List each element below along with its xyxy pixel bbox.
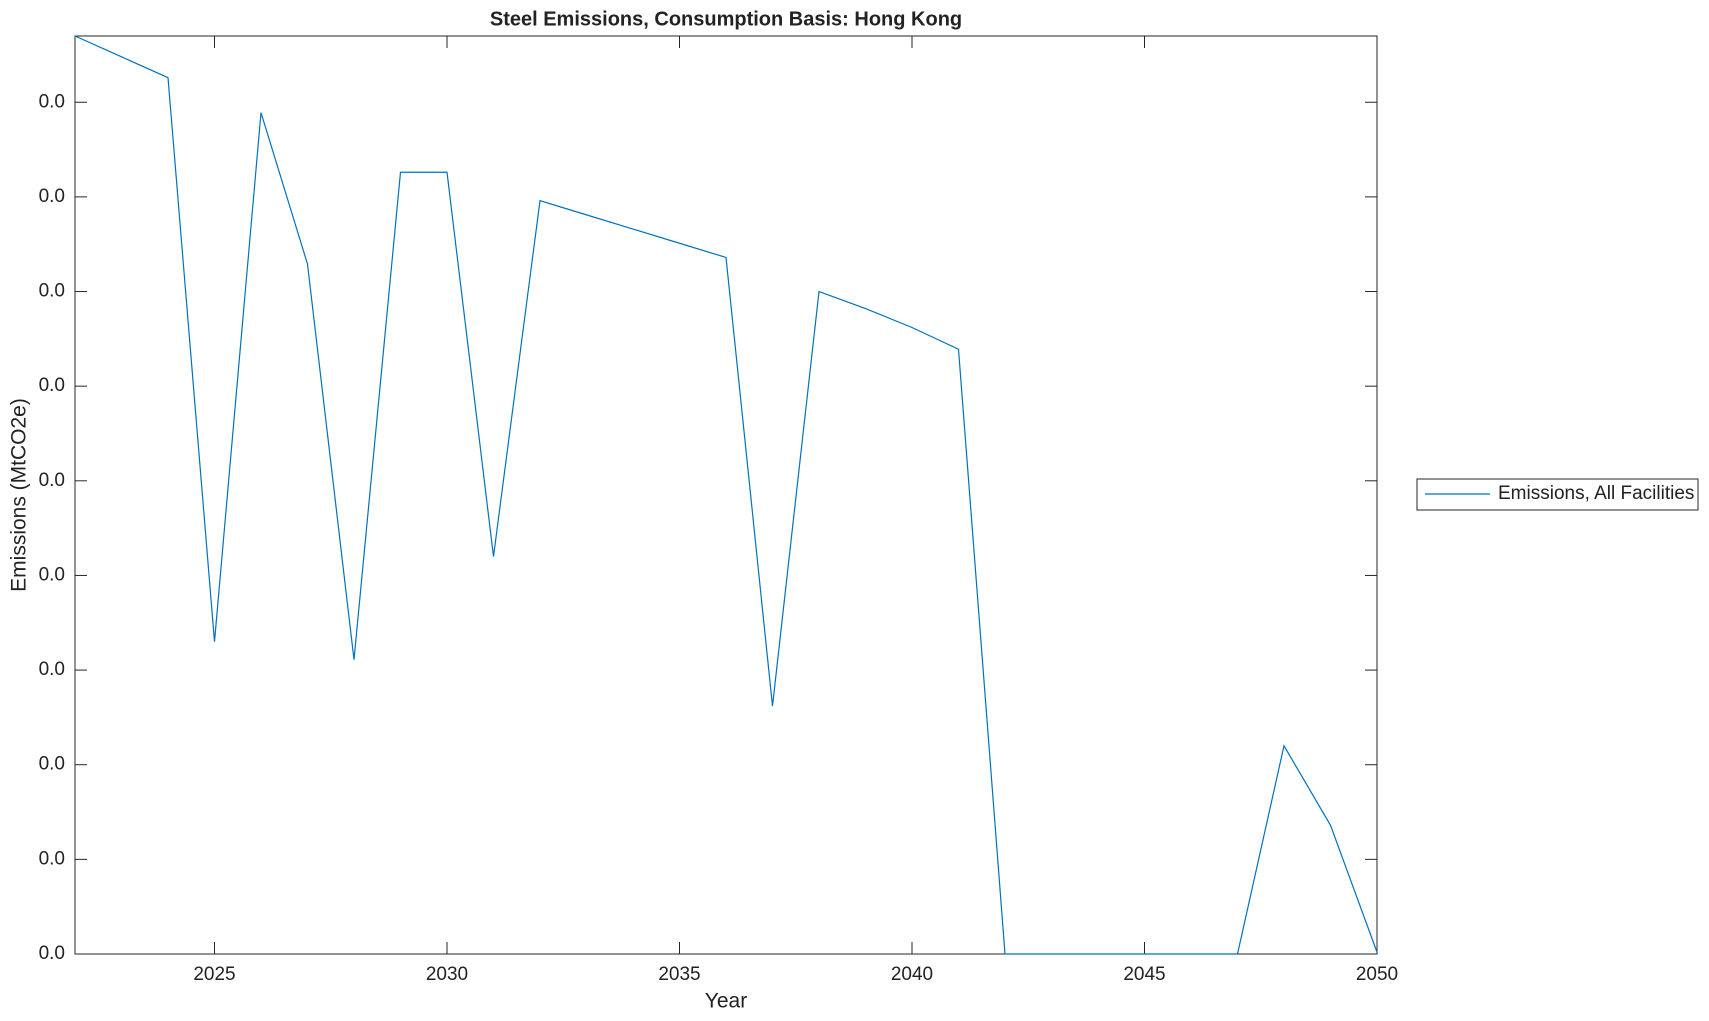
x-tick-label: 2045 <box>1123 964 1165 985</box>
y-tick-label: 0.0 <box>39 564 65 585</box>
y-tick-label: 0.0 <box>39 186 65 207</box>
y-axis-label: Emissions (MtCO2e) <box>8 398 31 592</box>
y-tick-label: 0.0 <box>39 659 65 680</box>
chart-title: Steel Emissions, Consumption Basis: Hong… <box>490 8 962 30</box>
y-tick-label: 0.0 <box>39 470 65 491</box>
x-tick-label: 2030 <box>426 964 468 985</box>
y-tick-label: 0.0 <box>39 281 65 302</box>
y-tick-label: 0.0 <box>39 91 65 112</box>
x-tick-label: 2035 <box>658 964 700 985</box>
y-tick-label: 0.0 <box>39 754 65 775</box>
x-tick-label: 2040 <box>891 964 933 985</box>
data-line <box>74 35 1378 955</box>
plot-frame <box>74 35 1378 955</box>
y-tick-label: 0.0 <box>39 943 65 964</box>
x-axis-label: Year <box>705 990 747 1013</box>
x-tick-label: 2050 <box>1356 964 1398 985</box>
y-tick-label: 0.0 <box>39 848 65 869</box>
y-tick-label: 0.0 <box>39 375 65 396</box>
x-tick-label: 2025 <box>193 964 235 985</box>
legend-label: Emissions, All Facilities <box>1498 483 1694 504</box>
